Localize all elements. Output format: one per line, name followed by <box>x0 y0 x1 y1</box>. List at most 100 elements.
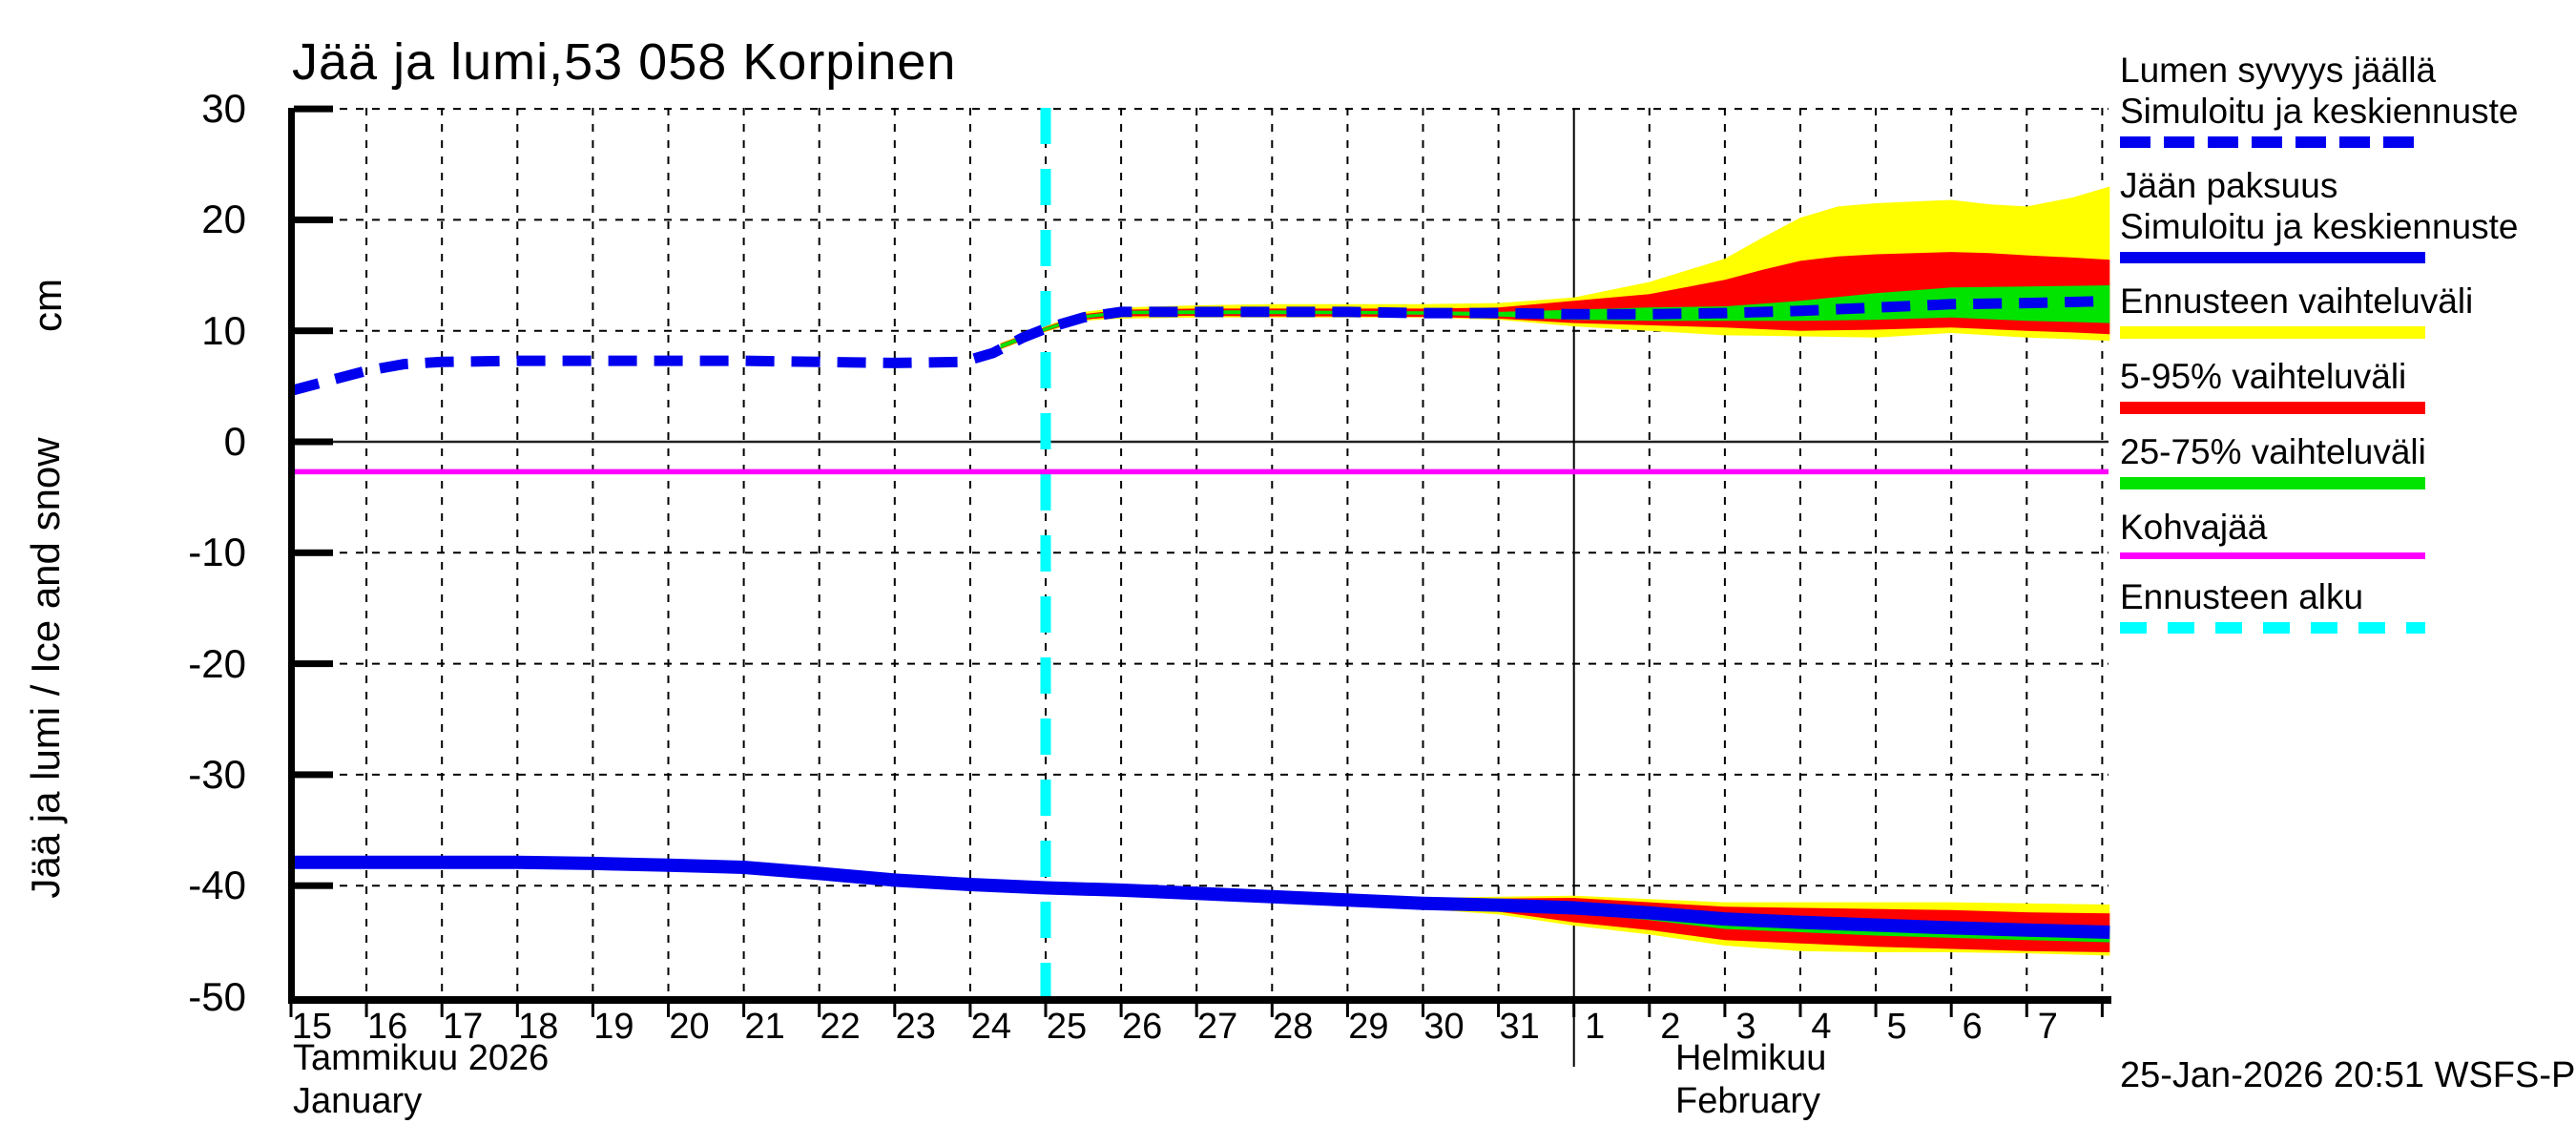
x-tick-label: 22 <box>820 1007 861 1047</box>
legend-label: Simuloitu ja keskiennuste <box>2120 92 2519 131</box>
x-tick <box>968 1004 972 1017</box>
legend-entry: Ennusteen vaihteluväli <box>2120 281 2568 339</box>
y-tick-label: 30 <box>201 86 246 132</box>
x-tick <box>1648 1004 1652 1017</box>
x-tick <box>591 1004 594 1017</box>
legend-label: Jään paksuus <box>2120 166 2338 205</box>
x-tick <box>1497 1004 1501 1017</box>
x-tick <box>2025 1004 2028 1017</box>
x-tick <box>1195 1004 1198 1017</box>
x-axis <box>288 996 2111 1004</box>
y-tick-label: 0 <box>223 419 246 464</box>
x-tick <box>1044 1004 1048 1017</box>
x-tick-label: 1 <box>1585 1007 1606 1047</box>
y-tick <box>294 438 333 446</box>
legend-label: Ennusteen alku <box>2120 577 2364 616</box>
x-tick-label: 6 <box>1962 1007 1983 1047</box>
legend: Lumen syvyys jäällä Simuloitu ja keskienn… <box>2120 50 2568 651</box>
x-tick <box>515 1004 519 1017</box>
legend-swatch-blue-solid <box>2120 252 2425 263</box>
y-tick-label: -30 <box>188 751 246 797</box>
x-tick <box>1345 1004 1349 1017</box>
legend-swatch-magenta <box>2120 552 2425 559</box>
legend-swatch-blue-dashed <box>2120 136 2425 148</box>
band <box>1000 285 2110 349</box>
y-tick <box>294 216 333 223</box>
y-tick-label: -40 <box>188 863 246 908</box>
month-label-january-fi: Tammikuu 2026 <box>293 1038 550 1078</box>
month-label-january-en: January <box>293 1081 423 1121</box>
x-tick-label: 29 <box>1348 1007 1389 1047</box>
x-tick-label: 26 <box>1121 1007 1163 1047</box>
y-axis <box>288 108 295 1004</box>
series-line <box>291 855 2110 939</box>
y-tick-label: -10 <box>188 530 246 575</box>
y-tick-label: -20 <box>188 640 246 686</box>
y-tick <box>294 660 333 668</box>
x-tick-label: 3 <box>1735 1007 1756 1047</box>
x-tick-label: 5 <box>1886 1007 1907 1047</box>
legend-label: 25-75% vaihteluväli <box>2120 432 2426 471</box>
x-tick-label: 7 <box>2037 1007 2058 1047</box>
legend-entry: 5-95% vaihteluväli <box>2120 356 2568 414</box>
x-tick-label: 25 <box>1046 1007 1088 1047</box>
legend-entry: Lumen syvyys jäällä Simuloitu ja keskienn… <box>2120 50 2568 148</box>
x-tick-label: 21 <box>744 1007 785 1047</box>
x-tick-label: 2 <box>1660 1007 1681 1047</box>
y-tick <box>294 882 333 889</box>
x-tick-label: 31 <box>1499 1007 1540 1047</box>
y-tick <box>294 327 333 335</box>
x-tick <box>289 1004 293 1017</box>
x-tick-label: 4 <box>1811 1007 1832 1047</box>
y-tick-label: -50 <box>188 973 246 1019</box>
legend-entry: 25-75% vaihteluväli <box>2120 431 2568 489</box>
y-tick <box>294 771 333 779</box>
x-tick-label: 30 <box>1423 1007 1465 1047</box>
timestamp-label: 25-Jan-2026 20:51 WSFS-P <box>2120 1055 2576 1095</box>
x-tick <box>440 1004 444 1017</box>
x-tick <box>1949 1004 1953 1017</box>
legend-entry: Jään paksuus Simuloitu ja keskiennuste <box>2120 165 2568 263</box>
legend-swatch-green <box>2120 477 2425 489</box>
x-tick-label: 23 <box>895 1007 936 1047</box>
y-tick <box>294 549 333 556</box>
x-tick-label: 17 <box>443 1007 484 1047</box>
x-tick <box>2100 1004 2104 1017</box>
x-tick <box>818 1004 821 1017</box>
x-tick <box>667 1004 670 1017</box>
x-tick <box>742 1004 746 1017</box>
x-tick-label: 18 <box>518 1007 559 1047</box>
legend-entry: Kohvajää <box>2120 507 2568 559</box>
legend-swatch-cyan-dashed <box>2120 622 2425 634</box>
month-label-february-fi: Helmikuu <box>1675 1038 1827 1078</box>
x-tick <box>1723 1004 1727 1017</box>
x-tick <box>364 1004 368 1017</box>
month-label-february-en: February <box>1675 1081 1821 1121</box>
x-tick <box>1270 1004 1274 1017</box>
x-tick-label: 20 <box>669 1007 710 1047</box>
legend-label: Lumen syvyys jäällä <box>2120 51 2437 90</box>
series-line <box>289 295 2110 396</box>
month-separator <box>1572 1004 1575 1067</box>
y-tick-label: 20 <box>201 197 246 242</box>
x-tick-label: 19 <box>593 1007 634 1047</box>
legend-label: Kohvajää <box>2120 508 2268 547</box>
legend-swatch-red <box>2120 402 2425 414</box>
band <box>1000 882 2110 952</box>
x-tick-label: 24 <box>970 1007 1012 1047</box>
x-tick-label: 28 <box>1273 1007 1314 1047</box>
legend-label: Simuloitu ja keskiennuste <box>2120 207 2519 246</box>
x-tick-label: 15 <box>291 1007 333 1047</box>
y-tick <box>294 105 333 113</box>
x-tick <box>1798 1004 1802 1017</box>
legend-label: 5-95% vaihteluväli <box>2120 357 2407 396</box>
legend-entry: Ennusteen alku <box>2120 576 2568 634</box>
x-tick <box>1119 1004 1123 1017</box>
legend-label: Ennusteen vaihteluväli <box>2120 281 2474 321</box>
band <box>1000 252 2110 349</box>
x-tick-label: 27 <box>1197 1007 1238 1047</box>
page-title: Jää ja lumi,53 058 Korpinen <box>292 33 957 91</box>
legend-swatch-yellow <box>2120 326 2425 339</box>
